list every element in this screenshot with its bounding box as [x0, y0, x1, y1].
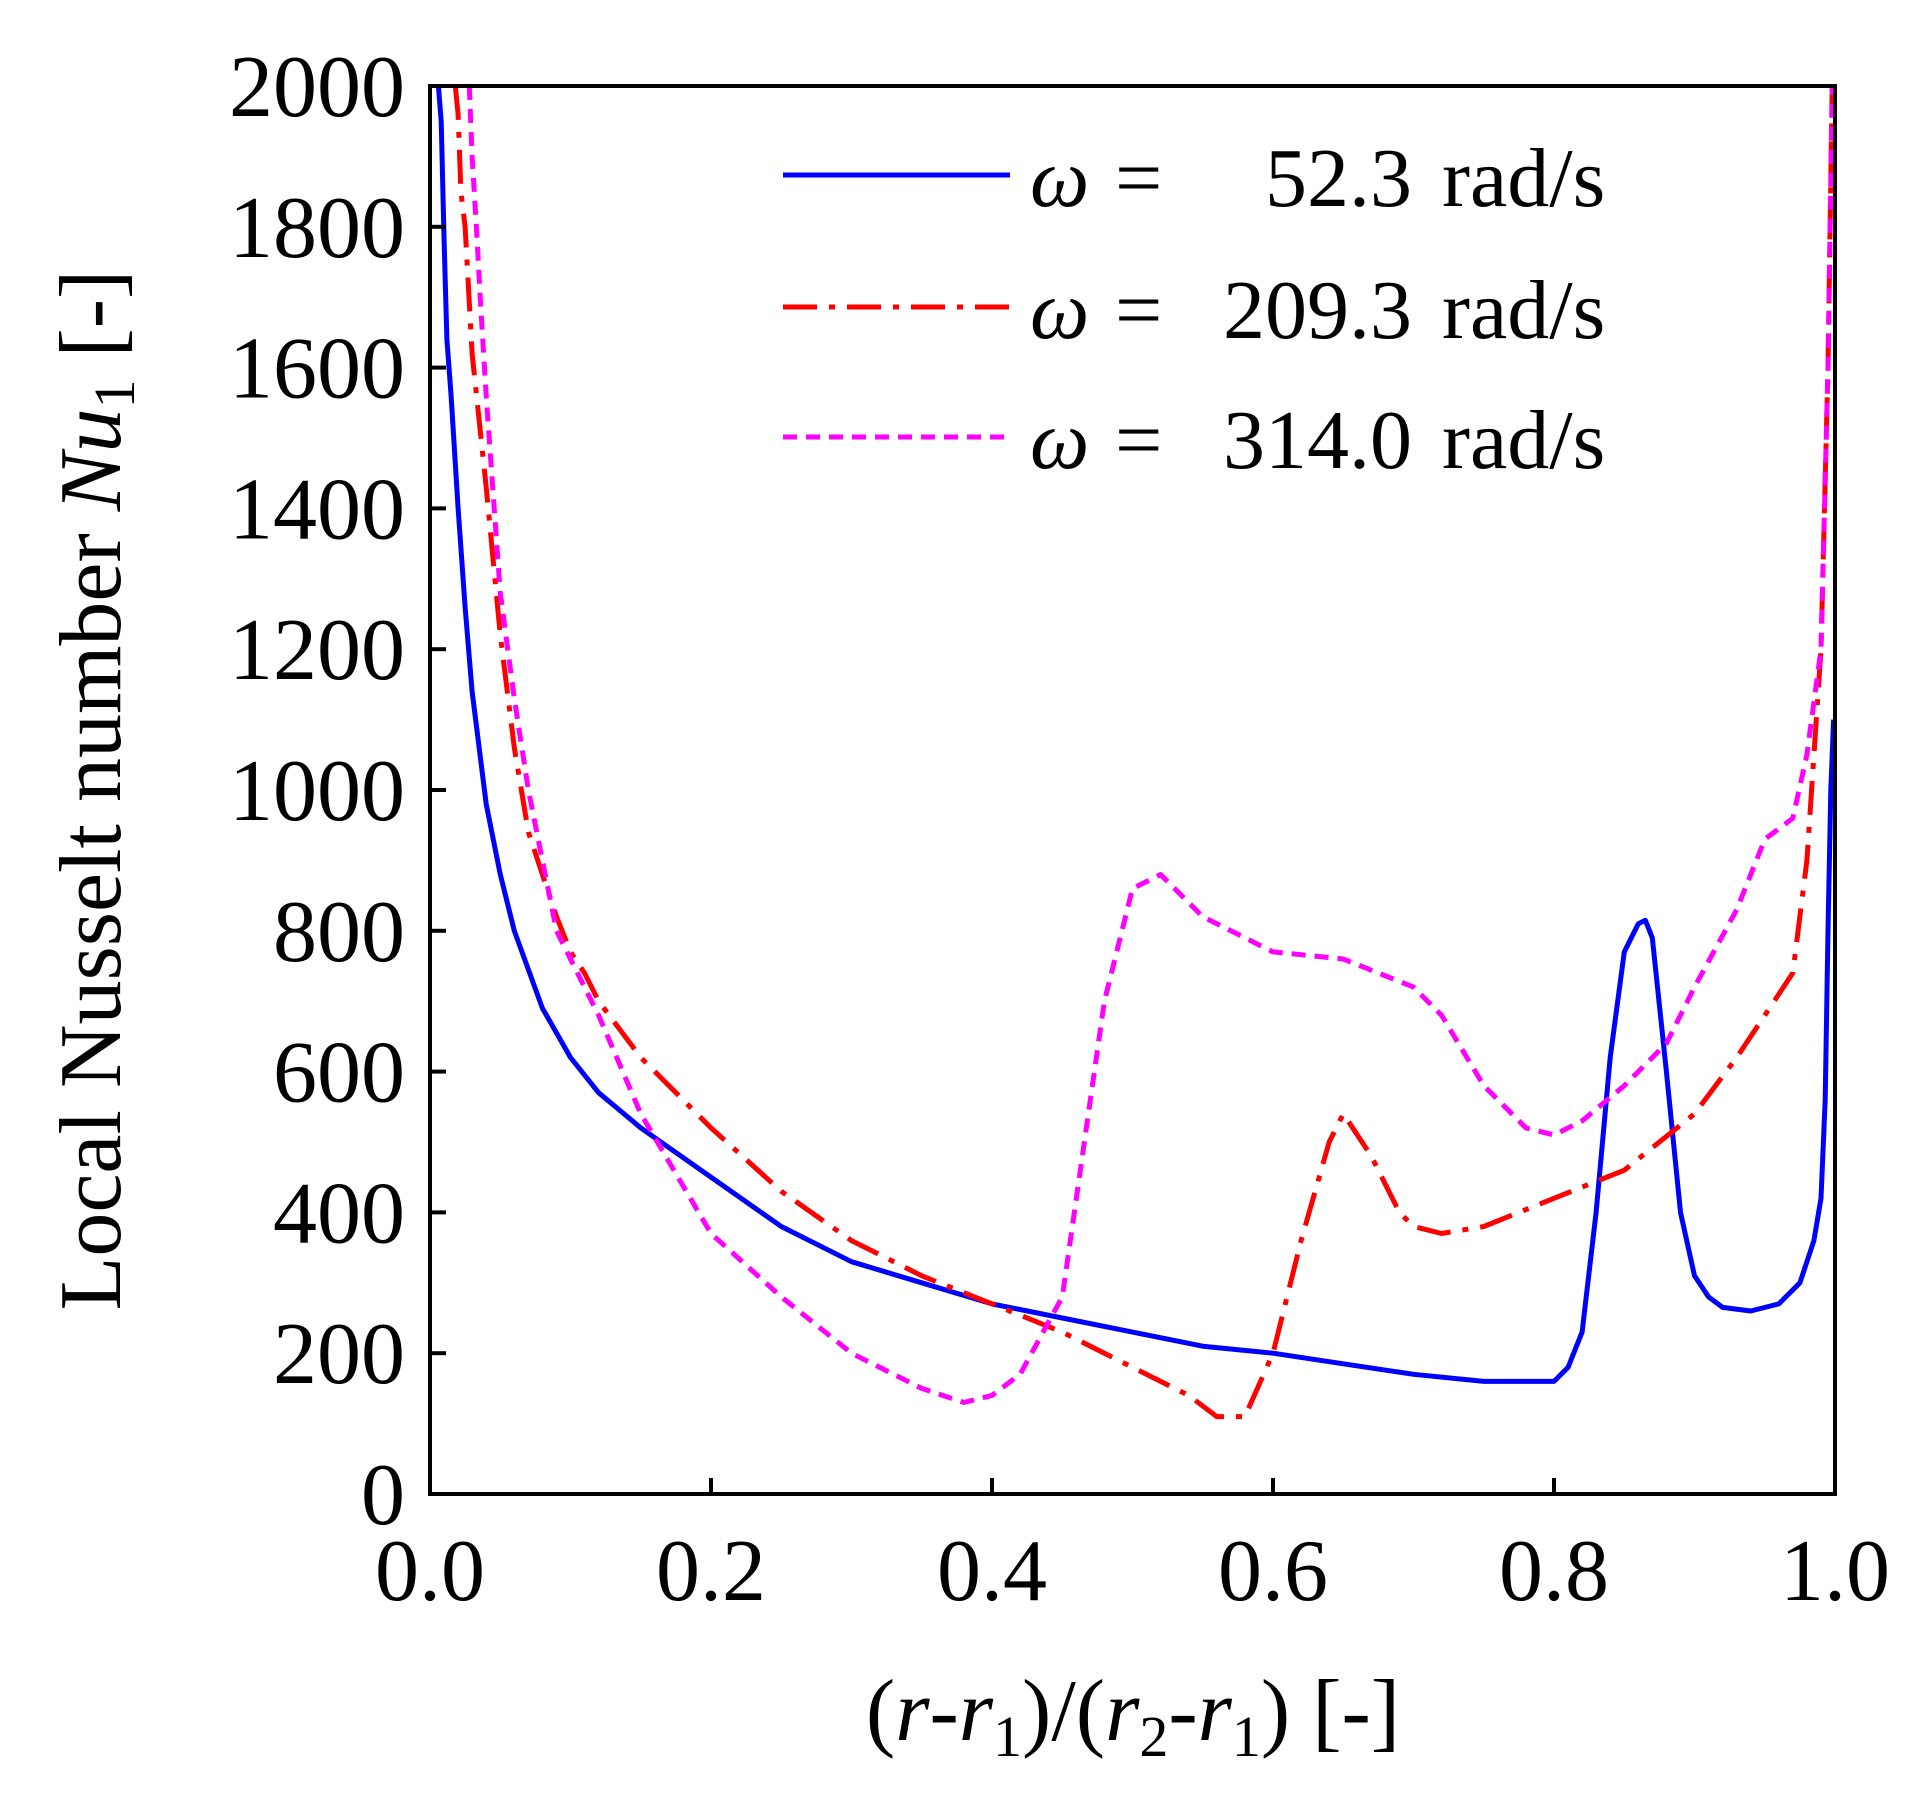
legend-equals: =: [1115, 132, 1162, 225]
series-layer: [435, 86, 1835, 1420]
x-axis-title: (r-r1)/(r2-r1) [-]: [866, 1663, 1400, 1769]
y-tick-label: 1600: [229, 321, 405, 418]
legend-equals: =: [1115, 394, 1162, 487]
y-tick-label: 1200: [229, 602, 405, 699]
legend-equals: =: [1115, 264, 1162, 357]
y-tick-label: 800: [273, 884, 405, 981]
series-line-3: [466, 86, 1835, 1405]
x-tick-label: 0.6: [1218, 1523, 1328, 1620]
legend-unit: rad/s: [1442, 132, 1605, 225]
legend-value: 52.3: [1265, 132, 1412, 225]
legend-value: 314.0: [1223, 394, 1412, 487]
y-tick-label: 2000: [229, 39, 405, 136]
y-tick-label: 1000: [229, 743, 405, 840]
series-line-2: [452, 86, 1835, 1420]
legend-symbol: ω: [1030, 264, 1089, 357]
legend-unit: rad/s: [1442, 394, 1605, 487]
legend-symbol: ω: [1030, 394, 1089, 487]
legend-unit: rad/s: [1442, 264, 1605, 357]
x-tick-label: 1.0: [1780, 1523, 1890, 1620]
y-tick-label: 0: [361, 1447, 405, 1544]
legend-value: 209.3: [1223, 264, 1412, 357]
y-tick-label: 1400: [229, 461, 405, 558]
x-tick-label: 0.2: [656, 1523, 766, 1620]
legend-symbol: ω: [1030, 132, 1089, 225]
y-tick-label: 1800: [229, 180, 405, 277]
y-tick-label: 600: [273, 1025, 405, 1122]
x-tick-label: 0.8: [1499, 1523, 1609, 1620]
series-line-1: [435, 86, 1835, 1384]
x-tick-label: 0.4: [937, 1523, 1047, 1620]
y-tick-label: 200: [273, 1306, 405, 1403]
y-axis-title: Local Nusselt number Nu1 [-]: [43, 270, 147, 1311]
x-tick-label: 0.0: [375, 1523, 485, 1620]
y-tick-label: 400: [273, 1165, 405, 1262]
tick-layer: 0.0 0.2 0.4 0.6 0.8 1.0 0 200 400 600 800 1000 1200 1…: [229, 39, 1890, 1620]
legend: ω = 52.3 rad/s ω = 209.3 rad/s ω = 314.0 rad/s: [783, 132, 1605, 487]
